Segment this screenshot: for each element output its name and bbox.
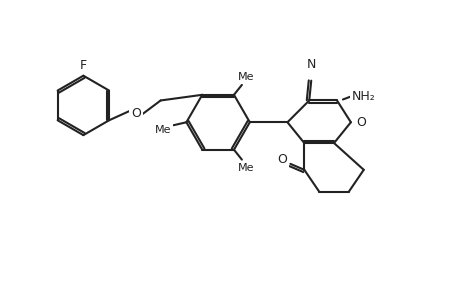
Text: F: F [79,59,87,72]
Text: O: O [131,107,140,120]
Text: Me: Me [237,72,253,82]
Text: Me: Me [237,163,253,172]
Text: Me: Me [154,125,170,135]
Text: N: N [306,58,315,71]
Text: O: O [355,116,365,129]
Text: O: O [277,153,287,167]
Text: NH₂: NH₂ [351,90,375,103]
